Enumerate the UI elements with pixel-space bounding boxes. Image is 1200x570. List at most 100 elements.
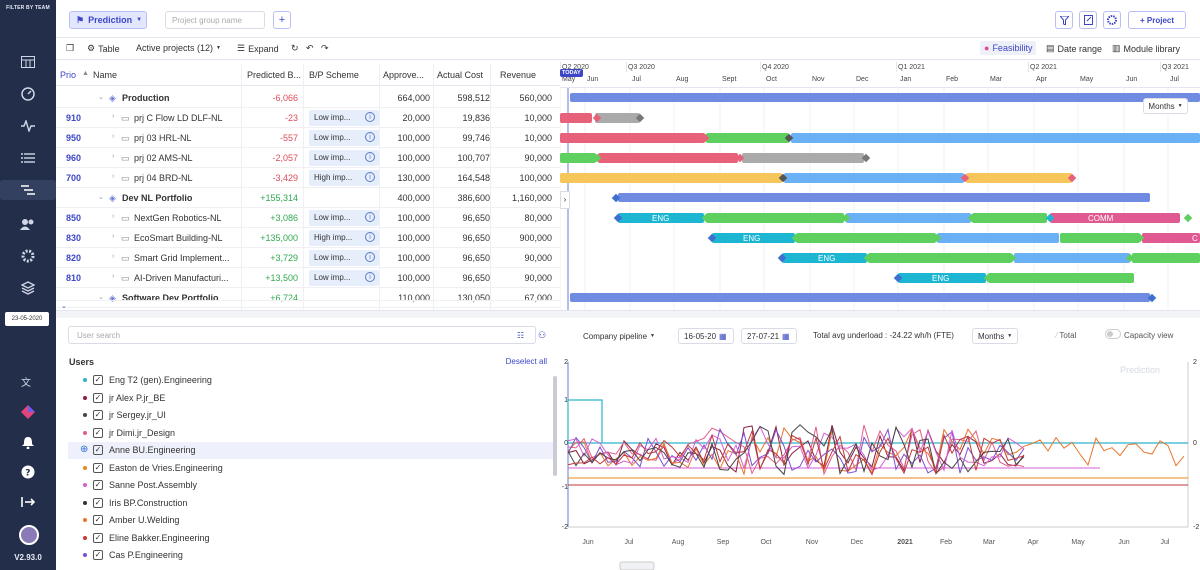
- user-list-item[interactable]: ✓ Amber U.Welding: [68, 512, 556, 529]
- logout-icon[interactable]: [18, 492, 38, 512]
- add-project-button[interactable]: + Project: [1128, 11, 1186, 29]
- table-row[interactable]: 950 › ▭ prj 03 HRL-NL -557 Low imp... i 100,000…: [56, 128, 560, 148]
- user-checkbox[interactable]: ✓: [93, 445, 103, 455]
- column-divider[interactable]: [490, 64, 491, 310]
- redo-icon[interactable]: ↷: [321, 43, 329, 53]
- bp-scheme-select[interactable]: Low imp... i: [309, 270, 379, 286]
- chevron-right-icon[interactable]: ›: [112, 113, 115, 120]
- table-row[interactable]: 960 › ▭ prj 02 AMS-NL -2,057 Low imp... i 100,0…: [56, 148, 560, 168]
- capacity-zoom-select[interactable]: Months ▼: [972, 328, 1018, 344]
- chevron-down-icon[interactable]: ⌄: [98, 94, 104, 101]
- table-row[interactable]: 810 › ▭ AI-Driven Manufacturi... +13,500 Low …: [56, 268, 560, 288]
- project-group-input[interactable]: Project group name: [165, 11, 265, 29]
- user-search-input[interactable]: User search: [68, 326, 536, 344]
- bp-scheme-select[interactable]: Low imp... i: [309, 130, 379, 146]
- gantt-bar[interactable]: [846, 213, 971, 223]
- chevron-right-icon[interactable]: ›: [112, 153, 115, 160]
- milestone-marker[interactable]: [983, 273, 993, 283]
- total-toggle[interactable]: ⁄ Total: [1056, 331, 1076, 340]
- table-group-row[interactable]: ⌄ ◈ Dev NL Portfolio +155,314 400,000 386,600…: [56, 188, 560, 208]
- pulse-icon[interactable]: [18, 116, 38, 136]
- add-project-group-button[interactable]: +: [273, 11, 291, 29]
- export-icon[interactable]: [1079, 11, 1097, 29]
- date-from-input[interactable]: 16-05-20 ▦: [678, 328, 734, 344]
- user-checkbox[interactable]: ✓: [93, 392, 103, 403]
- gantt-list-icon[interactable]: [0, 180, 56, 200]
- row-name[interactable]: EcoSmart Building-NL: [134, 233, 223, 243]
- date-range-button[interactable]: ▤ Date range: [1046, 43, 1102, 54]
- header-bp-scheme[interactable]: B/P Scheme: [309, 70, 359, 80]
- module-library-button[interactable]: ▥ Module library: [1112, 43, 1180, 54]
- bp-scheme-select[interactable]: Low imp... i: [309, 150, 379, 166]
- user-list-item[interactable]: ✓ Easton de Vries.Engineering: [68, 460, 556, 477]
- gantt-bar[interactable]: [560, 113, 592, 123]
- gantt-bar[interactable]: [706, 133, 789, 143]
- group-bar-production[interactable]: [570, 93, 1200, 102]
- header-predicted[interactable]: Predicted B...: [247, 70, 302, 80]
- undo-icon[interactable]: ↶: [306, 43, 314, 53]
- refresh-icon[interactable]: ↻: [291, 43, 299, 53]
- prediction-dropdown[interactable]: ⚑ Prediction ▼: [69, 11, 147, 29]
- chart-range-slider[interactable]: [619, 561, 655, 570]
- settings-gear-icon[interactable]: [1103, 11, 1121, 29]
- table-view-button[interactable]: ⚙ Table: [87, 43, 120, 54]
- table-row[interactable]: 850 › ▭ NextGen Robotics-NL +3,086 Low imp...…: [56, 208, 560, 228]
- gantt-bar[interactable]: [972, 213, 1047, 223]
- gantt-bar[interactable]: [560, 153, 596, 163]
- gantt-bar[interactable]: [784, 173, 964, 183]
- user-checkbox[interactable]: ✓: [93, 427, 103, 438]
- gear-icon[interactable]: [18, 246, 38, 266]
- chevron-right-icon[interactable]: ›: [112, 253, 115, 260]
- user-checkbox[interactable]: ✓: [93, 410, 103, 420]
- row-name[interactable]: AI-Driven Manufacturi...: [134, 273, 229, 283]
- users-scrollbar[interactable]: [553, 376, 557, 476]
- sort-arrow-icon[interactable]: ▲: [82, 70, 89, 77]
- panel-divider[interactable]: [56, 310, 1200, 318]
- table-row[interactable]: 830 › ▭ EcoSmart Building-NL +135,000 High im…: [56, 228, 560, 248]
- user-checkbox[interactable]: ✓: [93, 375, 103, 385]
- help-icon[interactable]: ?: [18, 462, 38, 482]
- user-avatar[interactable]: [19, 525, 39, 545]
- chevron-right-icon[interactable]: ›: [112, 133, 115, 140]
- chevron-right-icon[interactable]: ›: [112, 233, 115, 240]
- column-divider[interactable]: [379, 64, 380, 310]
- row-name[interactable]: Software Dev Portfolio: [122, 293, 219, 303]
- filter-by-team-label[interactable]: FILTER BY TEAM: [6, 5, 50, 11]
- header-name[interactable]: Name: [93, 70, 118, 80]
- chevron-down-icon[interactable]: ⌄: [98, 294, 104, 301]
- gantt-bar[interactable]: [796, 233, 936, 243]
- info-icon[interactable]: i: [365, 172, 375, 182]
- gantt-bar[interactable]: [560, 133, 705, 143]
- user-list-item[interactable]: ✓ Eline Bakker.Engineering: [68, 530, 556, 547]
- table-row[interactable]: 820 › ▭ Smart Grid Implement... +3,729 Low im…: [56, 248, 560, 268]
- bp-scheme-select[interactable]: High imp... i: [309, 170, 379, 186]
- gantt-bar[interactable]: [937, 233, 1059, 243]
- milestone-marker[interactable]: [893, 273, 903, 283]
- users-icon[interactable]: [18, 214, 38, 234]
- group-bar-dev-portfolio[interactable]: [618, 193, 1150, 202]
- row-name[interactable]: prj 03 HRL-NL: [134, 133, 192, 143]
- header-revenue[interactable]: Revenue: [500, 70, 537, 80]
- current-date[interactable]: 23-05-2020: [5, 312, 49, 326]
- date-to-input[interactable]: 27-07-21 ▦: [741, 328, 797, 344]
- gantt-bar[interactable]: [595, 113, 640, 123]
- row-name[interactable]: Dev NL Portfolio: [122, 193, 193, 203]
- info-icon[interactable]: i: [365, 212, 375, 222]
- user-list-item[interactable]: ✓ Sanne Post.Assembly: [68, 477, 556, 494]
- sort-filter-icon[interactable]: ☷: [517, 331, 525, 340]
- row-name[interactable]: Smart Grid Implement...: [134, 253, 230, 263]
- chevron-down-icon[interactable]: ⌄: [98, 194, 104, 201]
- bell-icon[interactable]: [18, 432, 38, 452]
- gantt-bar[interactable]: [1132, 253, 1200, 263]
- gantt-bar[interactable]: [1060, 233, 1140, 243]
- row-name[interactable]: prj C Flow LD DLF-NL: [134, 113, 223, 123]
- gantt-bar[interactable]: [598, 153, 738, 163]
- pipeline-dropdown[interactable]: Company pipeline ▼: [578, 328, 660, 344]
- bp-scheme-select[interactable]: Low imp... i: [309, 210, 379, 226]
- user-checkbox[interactable]: ✓: [93, 497, 103, 508]
- gantt-bar[interactable]: [618, 213, 704, 223]
- info-icon[interactable]: i: [365, 152, 375, 162]
- translate-icon[interactable]: 文: [18, 372, 38, 392]
- milestone-marker[interactable]: [1147, 293, 1157, 303]
- user-list-item[interactable]: ✓ jr Dimi.jr_Design: [68, 425, 556, 442]
